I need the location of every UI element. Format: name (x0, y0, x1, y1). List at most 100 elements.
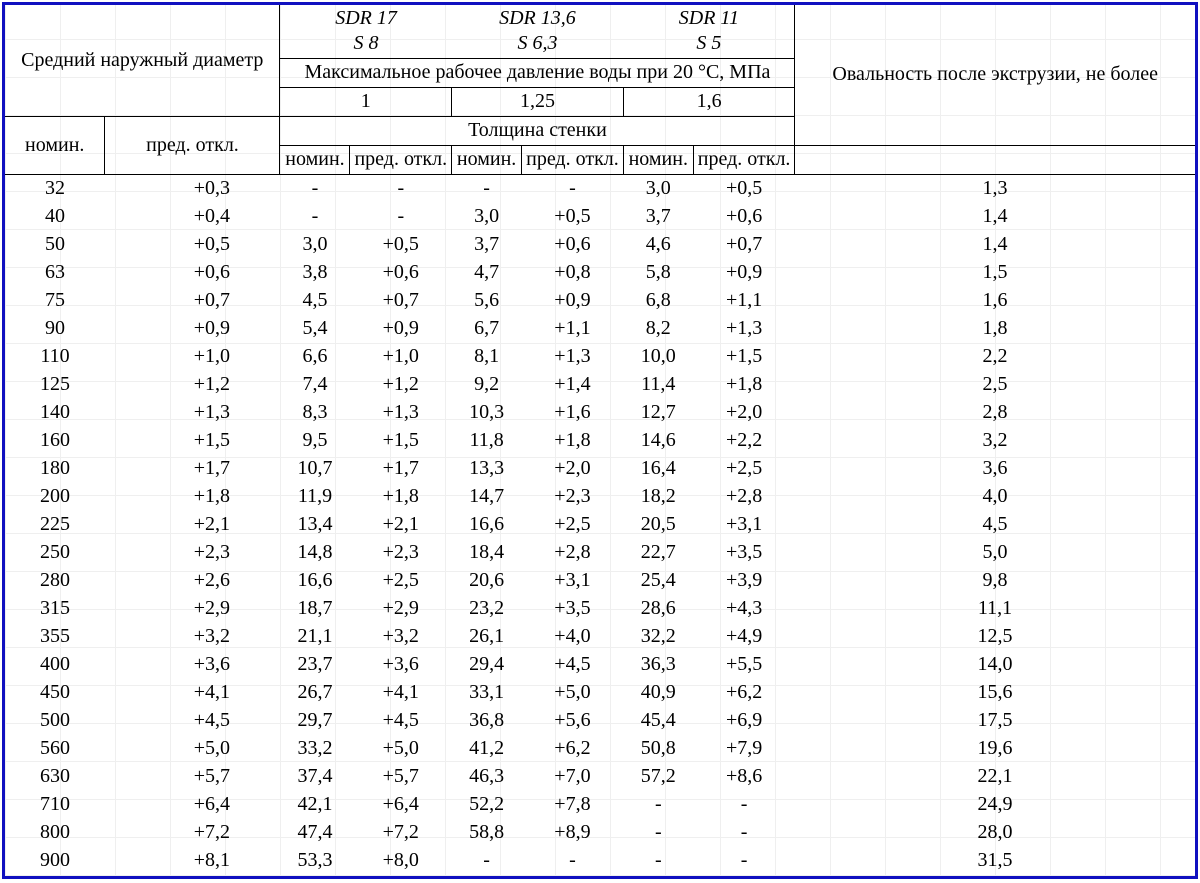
cell: 32,2 (623, 623, 693, 651)
cell: - (522, 875, 624, 879)
cell: +2,2 (693, 427, 795, 455)
cell: 400 (5, 651, 105, 679)
cell: +1,5 (693, 343, 795, 371)
cell: +0,6 (350, 259, 452, 287)
cell: +0,7 (105, 287, 280, 315)
cell: +7,9 (693, 735, 795, 763)
cell: 14,7 (452, 483, 522, 511)
table-row: 280+2,616,6+2,520,6+3,125,4+3,99,8 (5, 567, 1195, 595)
cell: 46,3 (452, 763, 522, 791)
cell: +3,1 (522, 567, 624, 595)
cell: 9,5 (280, 427, 350, 455)
header-ovality: Овальность после экструзии, не более (795, 5, 1195, 146)
cell: 24,9 (795, 791, 1195, 819)
cell: +4,3 (693, 595, 795, 623)
cell: +4,5 (105, 707, 280, 735)
cell: 50 (5, 231, 105, 259)
table-row: 110+1,06,6+1,08,1+1,310,0+1,52,2 (5, 343, 1195, 371)
table-row: 125+1,27,4+1,29,2+1,411,4+1,82,5 (5, 371, 1195, 399)
cell: +2,8 (522, 539, 624, 567)
cell: 11,8 (452, 427, 522, 455)
cell: 1,6 (795, 287, 1195, 315)
cell: 16,4 (623, 455, 693, 483)
cell: 1,3 (795, 175, 1195, 204)
cell: 140 (5, 399, 105, 427)
cell: 90 (5, 315, 105, 343)
cell: 40,9 (623, 679, 693, 707)
cell: 10,3 (452, 399, 522, 427)
cell: 5,6 (452, 287, 522, 315)
cell: +4,5 (522, 651, 624, 679)
cell: - (623, 847, 693, 875)
cell: 16,6 (280, 567, 350, 595)
cell: 4,0 (795, 483, 1195, 511)
cell: 29,7 (280, 707, 350, 735)
cell: 37,4 (280, 763, 350, 791)
s-label: S 6,3 (517, 32, 557, 54)
cell: 3,2 (795, 427, 1195, 455)
cell: +7,8 (522, 791, 624, 819)
cell: 63 (5, 259, 105, 287)
cell: +4,5 (350, 707, 452, 735)
table-row: 710+6,442,1+6,452,2+7,8--24,9 (5, 791, 1195, 819)
cell: +1,3 (693, 315, 795, 343)
cell: 40 (5, 203, 105, 231)
cell: +0,7 (350, 287, 452, 315)
cell: +6,2 (522, 735, 624, 763)
cell: - (693, 875, 795, 879)
table-row: 75+0,74,5+0,75,6+0,96,8+1,11,6 (5, 287, 1195, 315)
cell: +0,3 (105, 175, 280, 204)
cell: 53,3 (280, 847, 350, 875)
cell: +2,9 (350, 595, 452, 623)
cell: 2,2 (795, 343, 1195, 371)
cell: +0,5 (105, 231, 280, 259)
cell: 75 (5, 287, 105, 315)
table-row: 180+1,710,7+1,713,3+2,016,4+2,53,6 (5, 455, 1195, 483)
cell: +5,0 (350, 735, 452, 763)
cell: 225 (5, 511, 105, 539)
cell: 21,1 (280, 623, 350, 651)
s-label: S 8 (354, 32, 379, 54)
cell: 280 (5, 567, 105, 595)
cell: 3,0 (452, 203, 522, 231)
cell: +1,2 (105, 371, 280, 399)
cell: 50,8 (623, 735, 693, 763)
cell: +0,8 (522, 259, 624, 287)
cell: +5,7 (105, 763, 280, 791)
cell: +1,1 (693, 287, 795, 315)
sub-tol-3: пред. откл. (693, 146, 795, 175)
pressure-2: 1,25 (452, 88, 624, 117)
table-header: Средний наружный диаметр SDR 17 S 8 SDR … (5, 5, 1195, 175)
cell: +5,7 (350, 763, 452, 791)
cell: +1,7 (105, 455, 280, 483)
cell: 41,2 (452, 735, 522, 763)
cell: +2,5 (693, 455, 795, 483)
cell: +4,9 (693, 623, 795, 651)
cell: 3,7 (452, 231, 522, 259)
header-sdr-col-1: SDR 17 S 8 (280, 5, 452, 59)
cell: +2,0 (693, 399, 795, 427)
cell: 18,2 (623, 483, 693, 511)
pressure-1: 1 (280, 88, 452, 117)
table-row: 40+0,4--3,0+0,53,7+0,61,4 (5, 203, 1195, 231)
cell: 14,8 (280, 539, 350, 567)
cell: 10,0 (623, 343, 693, 371)
header-pressure: Максимальное рабочее давление воды при 2… (280, 59, 795, 88)
cell: 22,7 (623, 539, 693, 567)
cell: +2,3 (105, 539, 280, 567)
cell: 6,8 (623, 287, 693, 315)
cell: +2,1 (350, 511, 452, 539)
cell: +1,8 (350, 483, 452, 511)
cell: 28,0 (795, 819, 1195, 847)
sdr-label: SDR 17 (335, 7, 397, 29)
cell: +2,3 (350, 539, 452, 567)
cell: 13,4 (280, 511, 350, 539)
cell: 1000 (5, 875, 105, 879)
table-row: 560+5,033,2+5,041,2+6,250,8+7,919,6 (5, 735, 1195, 763)
cell: +1,0 (350, 343, 452, 371)
cell: +0,4 (105, 203, 280, 231)
cell: +6,4 (350, 791, 452, 819)
cell: 25,4 (623, 567, 693, 595)
cell: +4,1 (105, 679, 280, 707)
cell: 59,3 (280, 875, 350, 879)
